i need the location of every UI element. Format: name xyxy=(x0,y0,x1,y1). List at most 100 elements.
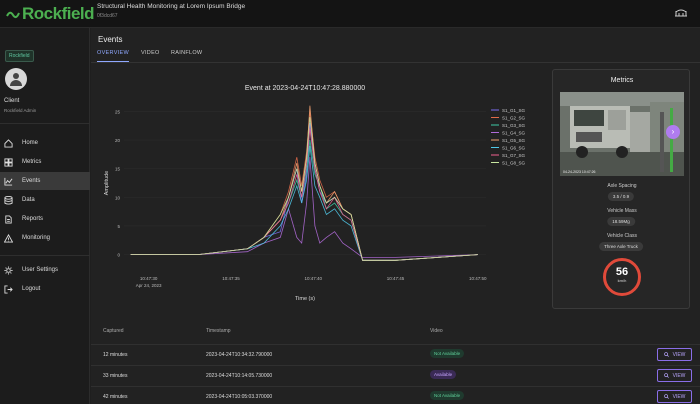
sidebar-item-data[interactable]: Data xyxy=(0,191,90,209)
sidebar-item-user-settings[interactable]: User Settings xyxy=(0,261,90,279)
logo-wave-icon xyxy=(6,11,20,19)
tab-video[interactable]: VIDEO xyxy=(141,50,160,56)
sidebar-item-label: Reports xyxy=(22,216,44,222)
col-captured: Captured xyxy=(103,328,124,334)
y-tick-label: 0 xyxy=(117,253,120,258)
vehicle-class-value: Three Axle Truck xyxy=(599,242,643,251)
view-button[interactable]: VIEW xyxy=(657,390,692,403)
main-content: Events OVERVIEW VIDEO RAINFLOW Event at … xyxy=(91,28,700,404)
sidebar-item-label: Data xyxy=(22,197,35,203)
legend-label: S1_G4_SG xyxy=(502,130,526,135)
site-id: 0f3dcd67 xyxy=(97,13,118,19)
sidebar-item-label: Home xyxy=(22,140,39,146)
truck-image xyxy=(560,92,684,176)
tabs-divider xyxy=(91,62,700,63)
logo[interactable]: Rockfield xyxy=(6,4,95,24)
y-tick-label: 5 xyxy=(117,224,120,229)
axle-spacing-value: 3.5 / 0.9 xyxy=(607,192,635,201)
sidebar-divider-2 xyxy=(0,255,90,256)
metrics-panel: Metrics 04-24-2023 10:47 xyxy=(552,69,690,309)
page-title: Events xyxy=(98,35,123,44)
chart-title: Event at 2023-04-24T10:47:28.880000 xyxy=(245,85,365,92)
col-video: Video xyxy=(430,328,443,334)
event-chart: Event at 2023-04-24T10:47:28.880000 0 5 10 1… xyxy=(96,70,551,310)
line-chart-icon xyxy=(4,177,13,186)
warning-icon xyxy=(4,233,13,243)
series-line-S1_G6_SG xyxy=(130,145,478,261)
sidebar-item-reports[interactable]: Reports xyxy=(0,210,90,228)
sidebar-item-metrics[interactable]: Metrics xyxy=(0,153,90,171)
search-icon xyxy=(663,352,669,357)
speed-gauge: 56 km/h xyxy=(603,258,641,296)
series-line-S1_G8_SG xyxy=(130,117,478,261)
metrics-title: Metrics xyxy=(610,77,634,84)
x-tick-label: 10:47:30 xyxy=(140,276,158,281)
table-row[interactable]: 33 minutes 2023-04-24T10:14:05.730000 Av… xyxy=(91,365,700,385)
legend-label: S1_G6_SG xyxy=(502,145,526,150)
sidebar-item-home[interactable]: Home xyxy=(0,134,90,152)
video-status-badge: Not Available xyxy=(430,349,465,358)
legend-label: S1_G8_SG xyxy=(502,160,526,165)
sidebar-item-monitoring[interactable]: Monitoring xyxy=(0,229,90,247)
series-line-S1_G3_SG xyxy=(130,140,478,261)
gear-icon xyxy=(4,265,13,275)
y-tick-label: 15 xyxy=(115,167,121,172)
view-button[interactable]: VIEW xyxy=(657,369,692,382)
video-status-badge[interactable]: Available xyxy=(430,370,457,379)
photo-timestamp: 04-24-2023 10:47:26 xyxy=(563,170,596,174)
vehicle-mass-label: Vehicle Mass xyxy=(607,208,637,214)
bridge-icon[interactable] xyxy=(674,8,688,18)
x-tick-sublabel: Apr 24, 2023 xyxy=(136,283,162,288)
y-tick-label: 10 xyxy=(115,195,121,200)
view-label: VIEW xyxy=(672,372,686,379)
tab-rainflow[interactable]: RAINFLOW xyxy=(171,50,203,56)
sidebar-item-logout[interactable]: Logout xyxy=(0,280,90,298)
org-chip[interactable]: Rockfield xyxy=(5,50,34,62)
sidebar-item-label: Monitoring xyxy=(22,235,51,241)
database-icon xyxy=(4,195,13,205)
chevron-right-icon: › xyxy=(671,127,675,136)
tab-overview[interactable]: OVERVIEW xyxy=(97,50,129,62)
document-icon xyxy=(5,214,12,224)
logout-icon xyxy=(4,284,13,294)
speed-unit: km/h xyxy=(617,278,627,283)
user-name: Client xyxy=(4,98,20,104)
legend-label: S1_G3_SG xyxy=(502,123,526,128)
captured-cell: 12 minutes xyxy=(103,352,128,358)
search-icon xyxy=(663,394,669,399)
timestamp-cell: 2023-04-24T10:05:03.370000 xyxy=(206,394,273,400)
timestamp-cell: 2023-04-24T10:34:32.790000 xyxy=(206,352,273,358)
avatar-head xyxy=(13,73,19,79)
x-tick-label: 10:47:45 xyxy=(387,276,405,281)
view-button[interactable]: VIEW xyxy=(657,348,692,361)
next-image-button[interactable]: › xyxy=(666,125,680,139)
vehicle-mass-value: 18.59Mg xyxy=(607,217,635,226)
sidebar-item-events[interactable]: Events xyxy=(0,172,90,190)
sidebar-divider xyxy=(0,123,90,124)
table-row[interactable]: 12 minutes 2023-04-24T10:34:32.790000 No… xyxy=(91,344,700,364)
legend-label: S1_G1_SG xyxy=(502,108,526,113)
y-tick-label: 25 xyxy=(115,109,121,114)
video-status-badge: Not Available xyxy=(430,391,465,400)
legend-label: S1_G7_SG xyxy=(502,153,526,158)
search-icon xyxy=(663,373,669,378)
logo-text: Rockfield xyxy=(22,4,95,23)
legend-label: S1_G2_SG xyxy=(502,115,526,120)
vehicle-photo[interactable]: 04-24-2023 10:47:26 › xyxy=(560,92,684,176)
table-row[interactable]: 42 minutes 2023-04-24T10:05:03.370000 No… xyxy=(91,386,700,404)
y-axis-label: Amplitude xyxy=(104,171,110,195)
top-bar: Rockfield Structural Health Monitoring a… xyxy=(0,0,700,28)
sidebar-item-label: Metrics xyxy=(22,159,42,165)
y-tick-label: 20 xyxy=(115,138,121,143)
captured-cell: 33 minutes xyxy=(103,373,128,379)
speed-value: 56 xyxy=(615,266,629,278)
series-line-S1_G7_SG xyxy=(130,128,478,261)
sidebar-item-label: Events xyxy=(22,178,41,184)
vehicle-class-label: Vehicle Class xyxy=(606,233,637,239)
x-tick-label: 10:47:50 xyxy=(469,276,487,281)
x-tick-label: 10:47:35 xyxy=(222,276,240,281)
avatar[interactable] xyxy=(5,68,27,90)
x-tick-label: 10:47:40 xyxy=(304,276,322,281)
site-title: Structural Health Monitoring at Lorem Ip… xyxy=(97,3,246,10)
avatar-body xyxy=(10,80,22,86)
